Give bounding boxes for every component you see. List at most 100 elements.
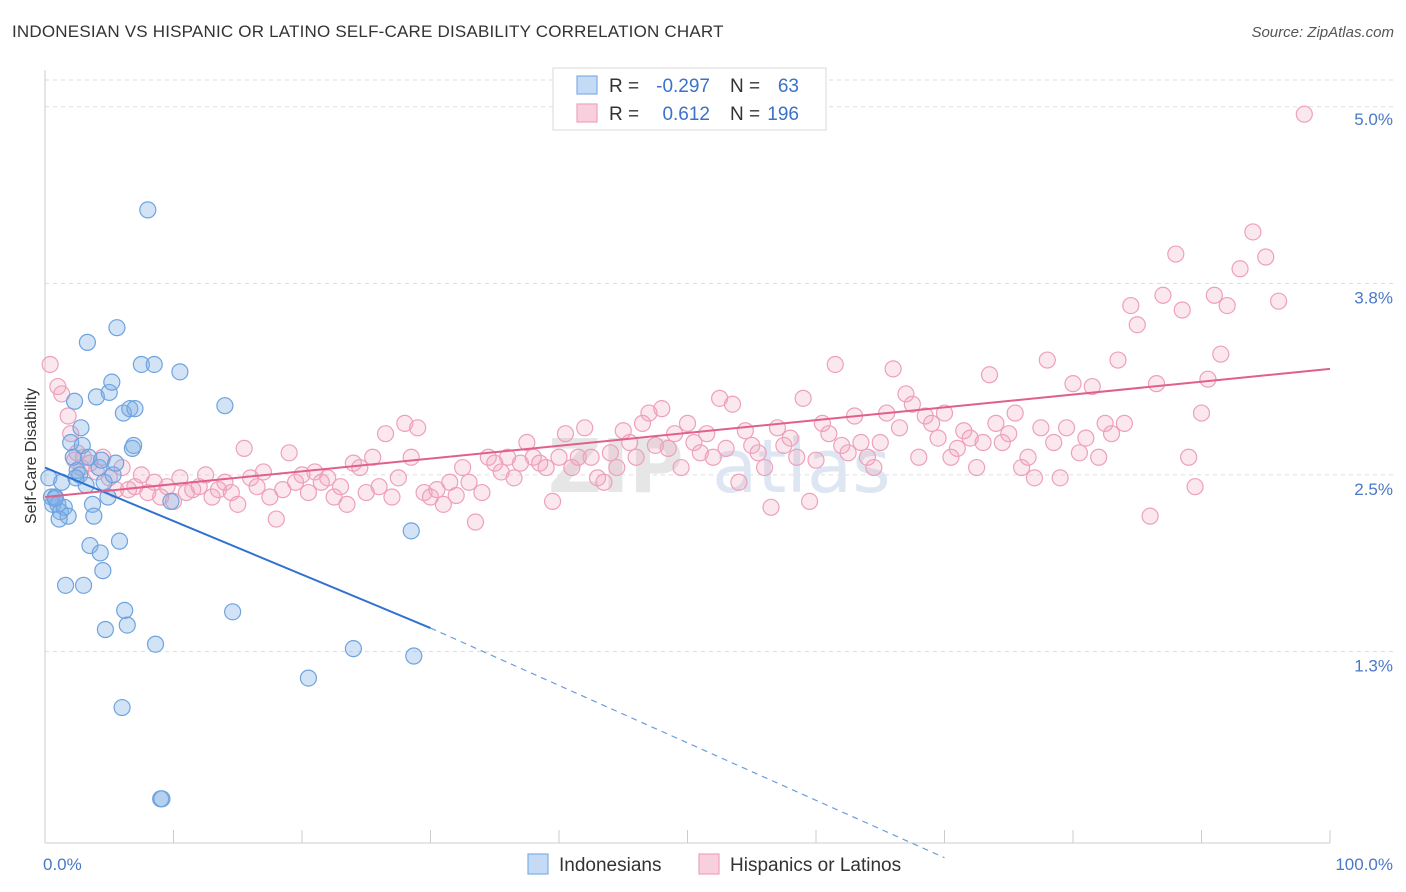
hispanics-point-66 <box>447 486 465 505</box>
hispanics-point-175 <box>1154 286 1172 304</box>
hispanics-point-141 <box>929 429 947 447</box>
hispanics-point-40 <box>280 444 298 462</box>
indonesians-point-59 <box>405 647 423 665</box>
hispanics-point-127 <box>839 444 857 462</box>
hispanics-point-171 <box>1122 296 1140 315</box>
hispanics-point-137 <box>903 395 921 413</box>
hispanics-point-70 <box>473 483 491 502</box>
x-tick-label-1: 100.0% <box>1335 855 1393 874</box>
hispanics-point-98 <box>653 400 671 418</box>
hispanics-point-120 <box>794 389 812 407</box>
source-label: Source: ZipAtlas.com <box>1251 24 1394 41</box>
hispanics-point-77 <box>518 433 536 452</box>
hispanics-point-69 <box>466 513 485 531</box>
indonesians-point-49 <box>146 635 165 653</box>
hispanics-point-164 <box>1077 429 1095 447</box>
indonesians-point-45 <box>126 400 144 418</box>
hispanics-point-135 <box>890 419 909 437</box>
hispanics-point-3 <box>59 407 77 425</box>
hispanics-point-153 <box>1006 404 1024 422</box>
x-tick-label-0: 0.0% <box>43 855 82 874</box>
indonesians-point-56 <box>299 669 318 687</box>
indonesians-point-19 <box>78 333 97 351</box>
hispanics-point-18 <box>139 483 157 502</box>
indonesians-point-33 <box>103 373 121 391</box>
hispanics-point-140 <box>923 414 941 432</box>
indonesians-point-15 <box>72 419 90 437</box>
hispanics-point-96 <box>640 404 658 422</box>
indonesians-trend-extension <box>430 627 945 859</box>
hispanics-point-106 <box>704 448 722 466</box>
hispanics-point-43 <box>299 483 318 502</box>
hispanics-point-188 <box>1269 292 1288 310</box>
hispanics-point-138 <box>910 448 928 466</box>
hispanics-point-152 <box>1000 425 1018 443</box>
hispanics-point-144 <box>948 439 966 458</box>
indonesians-point-61 <box>50 510 68 528</box>
hispanics-point-166 <box>1090 448 1108 466</box>
hispanics-point-178 <box>1180 448 1198 466</box>
hispanics-point-101 <box>672 458 690 477</box>
hispanics-point-158 <box>1038 351 1056 369</box>
hispanics-point-32 <box>229 495 247 513</box>
indonesians-point-60 <box>46 489 64 508</box>
hispanics-point-99 <box>659 439 677 458</box>
hispanics-point-57 <box>389 469 407 487</box>
indonesians-point-53 <box>171 363 189 381</box>
indonesians-point-41 <box>118 616 136 634</box>
hispanics-point-95 <box>633 414 652 432</box>
hispanics-point-172 <box>1128 316 1146 334</box>
hispanics-point-108 <box>717 439 735 458</box>
indonesians-point-26 <box>91 544 109 562</box>
hispanics-point-116 <box>768 419 787 437</box>
hispanics-point-64 <box>434 495 452 513</box>
indonesians-point-27 <box>92 451 111 469</box>
hispanics-point-46 <box>319 469 337 487</box>
hispanics-point-82 <box>550 448 568 466</box>
hispanics-point-148 <box>974 433 992 452</box>
indonesians-point-55 <box>224 603 242 621</box>
hispanics-point-94 <box>627 448 645 466</box>
hispanics-point-104 <box>691 444 709 462</box>
hispanics-point-87 <box>582 448 600 466</box>
y-tick-label-3: 5.0% <box>1354 110 1393 129</box>
hispanics-point-67 <box>454 458 472 477</box>
y-tick-label-0: 1.3% <box>1354 657 1393 676</box>
hispanics-point-142 <box>935 404 954 422</box>
hispanics-point-86 <box>576 419 594 437</box>
hispanics-point-183 <box>1212 345 1230 363</box>
hispanics-point-103 <box>685 433 703 452</box>
hispanics-point-51 <box>351 458 369 477</box>
hispanics-point-4 <box>62 425 80 443</box>
indonesians-point-24 <box>87 388 106 406</box>
hispanics-point-58 <box>396 414 414 432</box>
hispanics-point-85 <box>569 448 587 466</box>
bottom-legend-indonesians: Indonesians <box>559 855 661 876</box>
indonesians-points <box>40 201 423 808</box>
hispanics-point-110 <box>730 473 748 491</box>
hispanics-point-167 <box>1096 414 1114 432</box>
grid-lines <box>45 79 1395 653</box>
indonesians-point-38 <box>113 698 131 717</box>
indonesians-point-44 <box>125 436 143 455</box>
y-tick-label-2: 3.8% <box>1354 288 1393 307</box>
hispanics-point-129 <box>852 433 870 452</box>
hispanics-point-180 <box>1192 404 1211 422</box>
hispanics-point-184 <box>1218 296 1236 315</box>
hispanics-point-169 <box>1109 351 1127 369</box>
hispanics-point-132 <box>871 433 889 452</box>
hispanics-point-111 <box>736 422 754 440</box>
hispanics-point-187 <box>1257 248 1275 266</box>
hispanics-point-186 <box>1244 223 1262 241</box>
indonesians-point-35 <box>107 454 125 472</box>
hispanics-point-189 <box>1295 105 1313 123</box>
legend-box-frame <box>552 67 827 131</box>
hispanics-point-17 <box>132 466 150 484</box>
hispanics-point-23 <box>171 469 189 487</box>
hispanics-point-84 <box>563 458 581 477</box>
hispanics-point-118 <box>781 429 799 447</box>
hispanics-point-38 <box>267 510 285 528</box>
hispanics-point-146 <box>961 429 979 447</box>
hispanics-point-173 <box>1141 507 1159 525</box>
